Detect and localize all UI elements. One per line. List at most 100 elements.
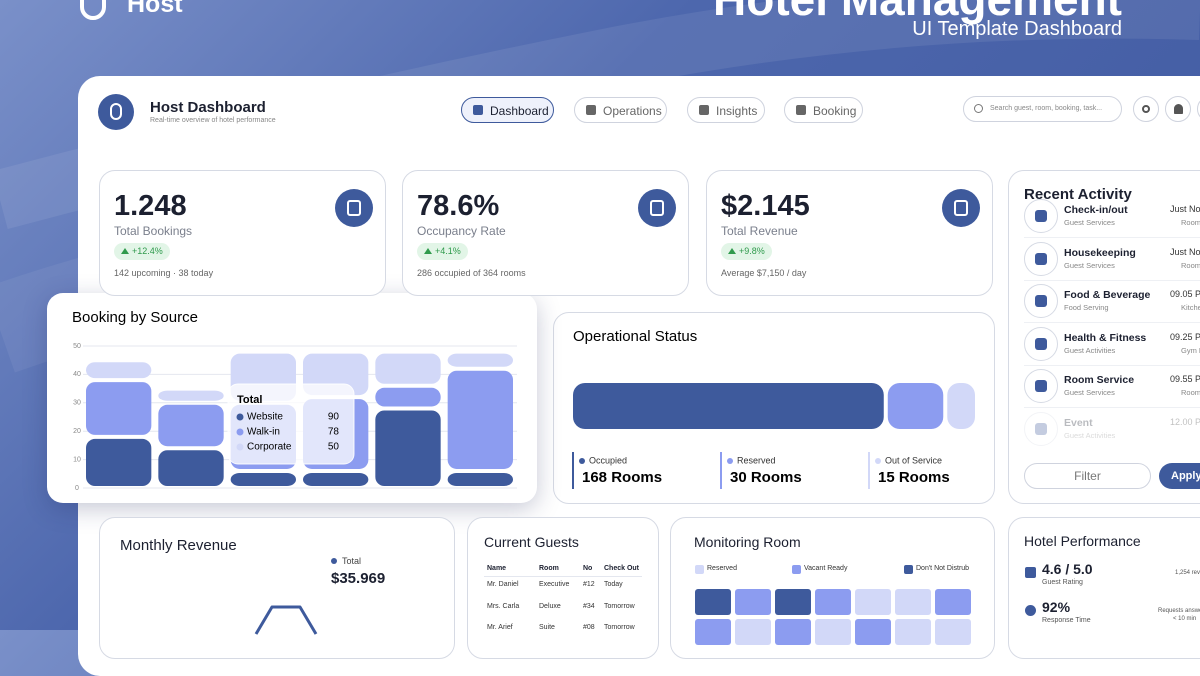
metric-note: Requests answered [1158, 608, 1200, 614]
stat-icon-glyph [650, 200, 664, 216]
metric-label: Guest Rating [1042, 579, 1083, 586]
separator [1024, 364, 1200, 366]
room-cell [775, 589, 811, 615]
activity-title: Event [1064, 417, 1093, 429]
activity-time: 09.25 PM [1170, 331, 1200, 342]
y-tick-label: 50 [73, 343, 81, 350]
card-title: Monthly Revenue [120, 537, 237, 554]
legend-dot [236, 413, 244, 421]
room-cell [815, 619, 851, 645]
card-title: Recent Activity [1024, 186, 1132, 203]
current-guests-card: Current Guests Name Room No Check Out Mr. Da… [467, 517, 659, 659]
table-cell: #34 [583, 602, 595, 610]
settings-button[interactable] [1133, 96, 1159, 122]
stat-change: +4.1% [417, 243, 468, 260]
tooltip-value: 78 [328, 427, 340, 438]
bar-segment [86, 438, 152, 486]
legend-dot [236, 428, 244, 436]
bar-segment [158, 450, 224, 486]
table-header: Check Out [604, 565, 640, 572]
activity-title: Check-in/out [1064, 204, 1128, 216]
activity-place: Room [1181, 218, 1200, 227]
tooltip-value: 50 [328, 442, 340, 453]
table-cell: Today [604, 581, 623, 588]
up-arrow [121, 248, 129, 254]
room-cell [695, 589, 731, 615]
activity-category: Guest Activities [1064, 345, 1116, 355]
card-title: Current Guests [484, 534, 579, 550]
activity-time: Just Now [1170, 204, 1200, 214]
search-box[interactable]: Search guest, room, booking, task... [963, 96, 1122, 122]
stat-value: 1.248 [114, 190, 187, 222]
activity-category: Guest Services [1064, 260, 1115, 270]
separator [1024, 237, 1200, 238]
stat-icon-glyph [347, 200, 361, 216]
nav-pill[interactable]: Dashboard [461, 97, 554, 123]
activity-icon-glyph [1035, 295, 1047, 308]
legend-label: Website [247, 412, 283, 423]
monthly-revenue-card: Monthly Revenue Total $35.969 [99, 517, 455, 659]
activity-place: Kitchen [1181, 303, 1200, 313]
nav-icon [473, 105, 483, 115]
stat-change: +12.4% [114, 243, 170, 260]
activity-icon [1024, 412, 1058, 446]
nav-pill[interactable]: Operations [574, 97, 667, 123]
nav-label: Dashboard [490, 104, 549, 118]
legend-label: Reserved [707, 565, 737, 572]
status-dot [727, 458, 733, 464]
bar-segment [303, 472, 369, 486]
table-cell: Mr. Daniel [487, 581, 519, 588]
apply-button[interactable]: Apply [1159, 463, 1200, 489]
separator [1024, 279, 1200, 281]
y-tick-label: 0 [75, 485, 79, 492]
activity-category: Guest Services [1064, 218, 1115, 227]
legend-label: Total [342, 556, 362, 566]
nav-icon [796, 105, 806, 115]
nav-icon [699, 105, 709, 115]
legend-dot [331, 558, 337, 564]
logo-icon [98, 94, 134, 130]
stat-note: 142 upcoming · 38 today [114, 268, 214, 278]
status-bar [573, 383, 884, 429]
activity-icon-glyph [1035, 337, 1047, 350]
table-cell: #08 [583, 624, 595, 631]
table-header: Room [539, 565, 559, 572]
y-tick-label: 10 [73, 456, 81, 463]
room-cell [935, 619, 971, 645]
tooltip-value: 90 [328, 412, 340, 423]
stat-card: $2.145 Total Revenue +9.8% Average $7,150 /… [706, 170, 993, 296]
filter-button[interactable]: Filter [1024, 463, 1151, 489]
status-label: Out of Service [885, 455, 942, 465]
room-cell [775, 619, 811, 645]
activity-category: Food Serving [1064, 303, 1109, 313]
notification-button[interactable] [1165, 96, 1191, 122]
bar-segment [447, 472, 513, 486]
bar-segment [375, 353, 441, 384]
card-title: Monitoring Room [694, 534, 801, 550]
metric-value: 92% [1042, 599, 1071, 615]
y-tick-label: 40 [73, 371, 81, 378]
status-dot [579, 458, 585, 464]
bar-segment [158, 404, 224, 447]
room-cell [855, 619, 891, 645]
room-cell [815, 589, 851, 615]
stat-icon [335, 189, 373, 227]
status-value: 15 Rooms [878, 469, 950, 486]
stat-label: Total Revenue [721, 224, 798, 238]
legend-swatch [792, 565, 801, 574]
activity-icon [1024, 199, 1058, 233]
activity-place: Room [1181, 260, 1200, 270]
status-bar [947, 383, 975, 429]
legend-label: Walk-in [247, 427, 280, 438]
stat-icon-glyph [954, 200, 968, 216]
nav-icon [586, 105, 596, 115]
nav-pill[interactable]: Insights [687, 97, 765, 123]
activity-title: Health & Fitness [1064, 331, 1147, 344]
nav-pill[interactable]: Booking [784, 97, 863, 123]
bar-segment [375, 387, 441, 407]
booking-by-source-card: Booking by Source 0 10 20 30 40 50 Total Websit… [47, 293, 537, 503]
